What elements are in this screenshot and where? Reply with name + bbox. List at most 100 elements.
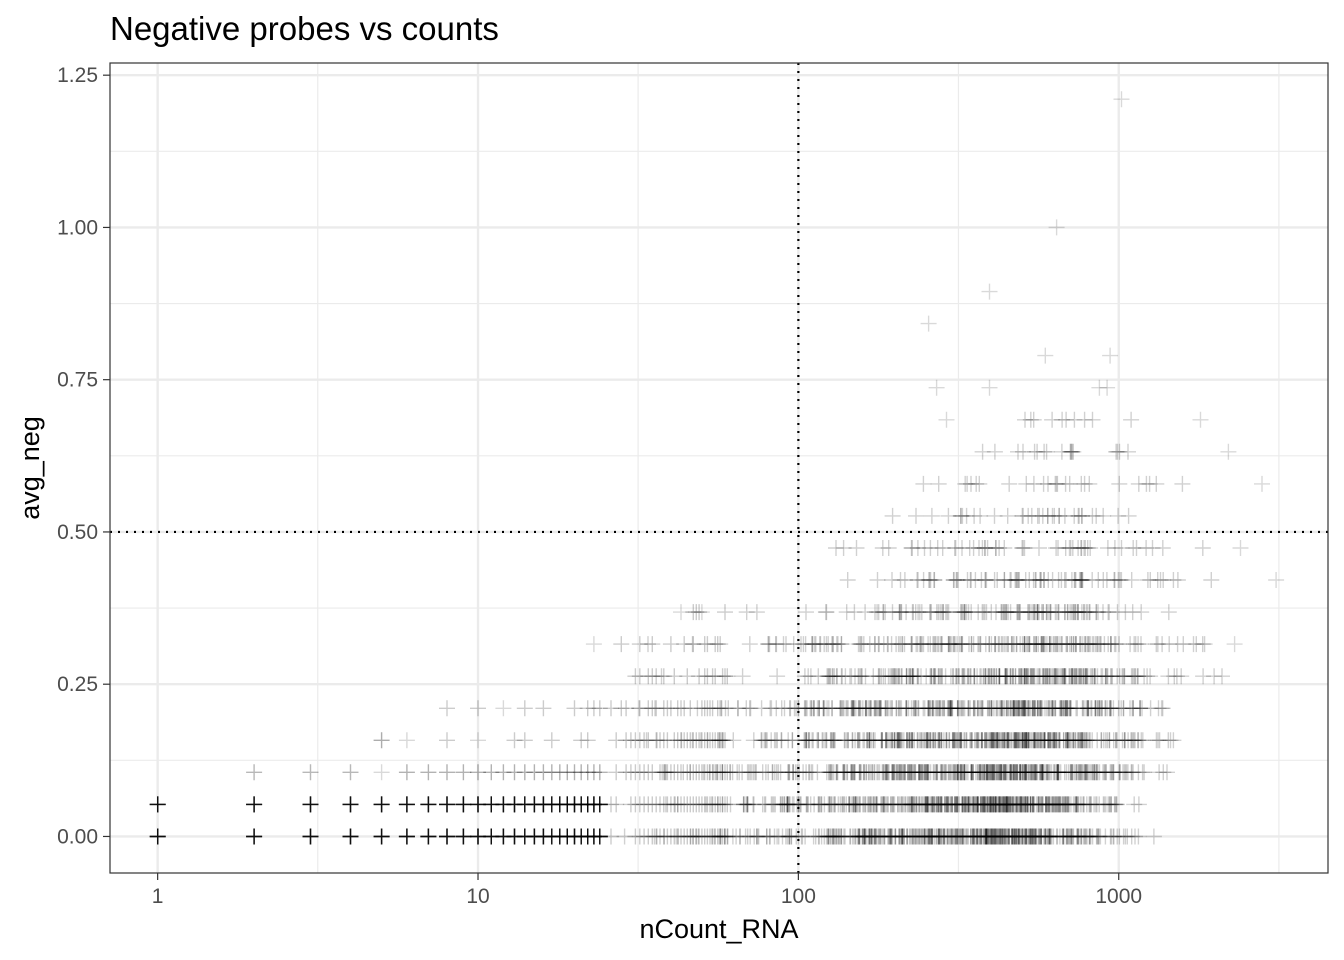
data-point: [989, 764, 1006, 781]
data-point: [636, 732, 653, 749]
data-point: [1000, 796, 1017, 813]
data-point: [821, 796, 838, 813]
data-point: [895, 764, 912, 781]
data-point: [969, 764, 986, 781]
data-point: [909, 732, 926, 749]
data-point: [757, 796, 774, 813]
data-point: [655, 732, 672, 749]
data-point: [1023, 828, 1040, 845]
data-point: [756, 796, 773, 813]
data-point: [1016, 828, 1033, 845]
data-point: [1082, 828, 1099, 845]
data-point: [869, 764, 885, 781]
data-point: [1037, 764, 1053, 781]
data-point: [1007, 764, 1024, 781]
data-point: [822, 828, 839, 845]
data-point: [938, 796, 955, 813]
data-point: [1016, 796, 1033, 813]
data-point: [859, 732, 875, 749]
data-point: [878, 764, 895, 781]
data-point: [900, 796, 917, 813]
data-point: [854, 828, 871, 845]
data-point: [1024, 796, 1041, 813]
data-point: [914, 828, 930, 845]
data-point: [1083, 764, 1100, 781]
data-point: [903, 796, 920, 813]
data-point: [779, 796, 796, 813]
data-point: [1014, 732, 1031, 749]
data-point: [793, 828, 810, 845]
data-point: [627, 732, 644, 749]
data-point: [884, 796, 901, 813]
data-point: [1018, 764, 1035, 781]
data-point: [1013, 796, 1030, 813]
data-point: [960, 796, 977, 813]
data-point: [956, 796, 973, 813]
data-point: [785, 764, 802, 781]
data-point: [909, 828, 926, 845]
data-point: [1077, 764, 1094, 781]
data-point: [901, 828, 918, 845]
data-point: [959, 796, 976, 813]
data-point: [856, 828, 873, 845]
data-point: [982, 796, 999, 813]
data-point: [1155, 764, 1172, 781]
data-point: [843, 796, 860, 813]
data-point: [1070, 796, 1087, 813]
data-point: [829, 764, 846, 781]
data-point: [924, 828, 940, 845]
data-point: [987, 796, 1004, 813]
data-point: [1000, 828, 1017, 845]
data-point: [1049, 764, 1066, 781]
data-point: [871, 828, 888, 845]
data-point: [1079, 764, 1096, 781]
data-point: [968, 828, 985, 845]
data-point: [149, 828, 166, 845]
data-point: [933, 796, 950, 813]
data-point: [911, 764, 928, 781]
x-axis-title: nCount_RNA: [639, 914, 798, 944]
data-point: [781, 828, 798, 845]
data-point: [880, 796, 897, 813]
data-point: [993, 764, 1010, 781]
data-point: [975, 764, 992, 781]
data-point: [867, 828, 884, 845]
data-point: [640, 764, 657, 781]
data-point: [1011, 828, 1028, 845]
data-point: [989, 764, 1006, 781]
data-point: [988, 828, 1005, 845]
data-point: [780, 764, 797, 781]
data-point: [579, 764, 596, 781]
data-point: [1041, 828, 1058, 845]
data-point: [973, 764, 990, 781]
data-point: [1086, 764, 1102, 781]
data-point: [1076, 828, 1093, 845]
data-point: [1015, 764, 1032, 781]
data-point: [905, 796, 922, 813]
data-point: [1004, 828, 1020, 845]
data-point: [969, 828, 986, 845]
data-point: [936, 764, 953, 781]
data-point: [971, 764, 988, 781]
data-point: [987, 796, 1004, 813]
data-point: [709, 764, 726, 781]
data-point: [1001, 796, 1018, 813]
data-point: [1136, 764, 1153, 781]
data-point: [843, 764, 860, 781]
data-point: [912, 764, 929, 781]
data-point: [897, 764, 914, 781]
data-point: [809, 764, 826, 781]
data-point: [890, 796, 907, 813]
data-point: [1090, 828, 1107, 845]
data-point: [996, 828, 1013, 845]
data-point: [1062, 796, 1079, 813]
data-point: [722, 764, 739, 781]
data-point: [882, 796, 899, 813]
data-point: [901, 764, 918, 781]
data-point: [953, 764, 970, 781]
data-point: [824, 764, 841, 781]
data-point: [1055, 732, 1072, 749]
data-point: [1025, 828, 1042, 845]
data-point: [648, 828, 665, 845]
data-point: [1159, 764, 1175, 781]
